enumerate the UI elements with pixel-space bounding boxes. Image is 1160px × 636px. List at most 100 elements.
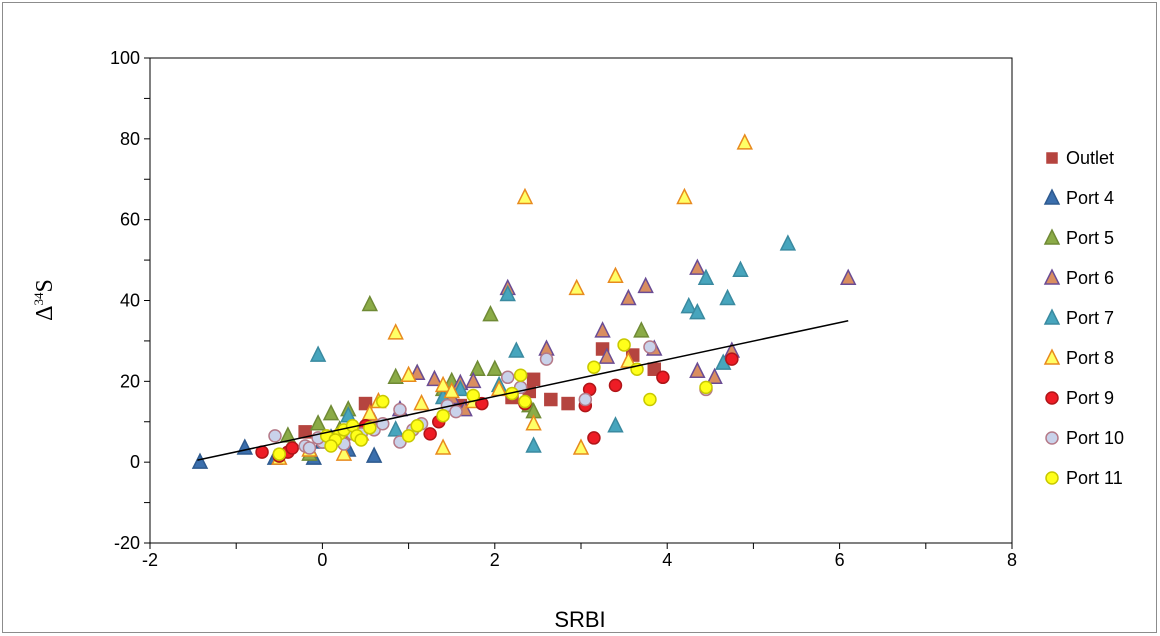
data-point <box>719 288 736 306</box>
data-point <box>607 416 624 433</box>
x-tick-label: 4 <box>662 550 672 570</box>
data-point <box>676 187 693 205</box>
data-point <box>409 363 426 380</box>
data-point <box>607 266 624 283</box>
data-point <box>486 359 504 376</box>
data-point <box>335 444 353 461</box>
data-point <box>525 436 542 453</box>
y-axis-title-sup: 34 <box>31 292 46 306</box>
x-tick-label: 8 <box>1007 550 1017 570</box>
data-point <box>324 439 338 453</box>
data-point <box>736 133 753 150</box>
data-point <box>413 393 430 411</box>
y-tick-label: 80 <box>120 129 140 149</box>
data-point <box>363 421 377 435</box>
data-point <box>268 429 282 443</box>
data-point <box>354 433 368 447</box>
data-point <box>361 294 379 312</box>
series-port-7 <box>309 234 797 453</box>
y-axis-title-prefix: Δ <box>32 305 58 320</box>
data-point <box>191 452 209 469</box>
legend-label: Port 9 <box>1066 388 1114 408</box>
data-point <box>279 426 297 443</box>
data-point <box>647 362 662 376</box>
x-axis-title: SRBI <box>554 607 605 632</box>
data-point <box>656 370 670 385</box>
legend-label: Port 8 <box>1066 348 1114 368</box>
data-point <box>449 404 463 419</box>
data-point <box>465 371 482 389</box>
data-point <box>452 379 469 397</box>
data-point <box>516 187 534 205</box>
legend-item: Port 10 <box>1045 428 1124 448</box>
legend-marker <box>1043 348 1061 365</box>
legend-label: Port 7 <box>1066 308 1114 328</box>
data-point <box>689 258 706 275</box>
data-point <box>840 268 857 286</box>
data-point <box>643 340 657 354</box>
data-point <box>608 378 623 393</box>
data-point <box>285 441 299 455</box>
data-point <box>387 367 404 385</box>
legend-marker <box>1046 152 1058 164</box>
y-tick-label: 40 <box>120 291 140 311</box>
data-point <box>637 276 654 294</box>
legend-item: Port 8 <box>1043 348 1114 368</box>
data-point <box>410 419 424 433</box>
data-point <box>697 268 715 286</box>
legend-item: Port 6 <box>1043 268 1114 288</box>
y-tick-label: 100 <box>110 48 140 68</box>
legend-marker <box>1045 431 1059 445</box>
data-point <box>309 345 327 362</box>
legend-label: Port 11 <box>1066 468 1123 488</box>
data-point <box>525 414 542 431</box>
legend-marker <box>1043 188 1061 205</box>
data-point <box>298 425 312 439</box>
data-point <box>578 392 593 407</box>
y-tick-label: 20 <box>120 371 140 391</box>
legend-label: Port 5 <box>1066 228 1114 248</box>
legend-label: Port 6 <box>1066 268 1114 288</box>
data-point <box>689 302 706 320</box>
data-point <box>375 394 390 409</box>
data-point <box>423 427 437 441</box>
data-point <box>706 367 723 385</box>
data-point <box>309 414 327 431</box>
x-tick-label: 2 <box>490 550 500 570</box>
data-point <box>699 380 713 395</box>
data-point <box>434 438 452 455</box>
legend-item: Port 9 <box>1045 388 1114 408</box>
legend-marker <box>1045 391 1059 405</box>
legend-label: Port 4 <box>1066 188 1114 208</box>
legend-item: Outlet <box>1046 148 1114 168</box>
y-tick-label: 60 <box>120 210 140 230</box>
data-point <box>302 441 317 455</box>
data-point <box>561 396 575 411</box>
legend-item: Port 4 <box>1043 188 1114 208</box>
legend-marker <box>1043 268 1061 285</box>
x-axis-ticks: -2 0 2 4 6 8 <box>142 543 1017 570</box>
data-point <box>361 403 379 421</box>
data-point <box>633 321 650 338</box>
data-point <box>426 369 443 387</box>
data-point <box>572 438 590 455</box>
data-point <box>358 396 373 411</box>
data-points <box>191 133 857 469</box>
y-axis-ticks: -20 0 20 40 60 80 100 <box>110 48 150 553</box>
legend-marker <box>1043 228 1061 245</box>
data-point <box>272 447 287 461</box>
data-point <box>513 368 528 383</box>
data-point <box>482 304 499 322</box>
data-point <box>443 381 460 399</box>
x-tick-label: 6 <box>835 550 845 570</box>
legend: Outlet Port 4 Port 5 Port 6 Port 7 Port 8 Port… <box>1043 148 1124 488</box>
y-tick-label: -20 <box>114 533 140 553</box>
legend-item: Port 5 <box>1043 228 1114 248</box>
data-point <box>387 420 404 437</box>
legend-marker <box>1045 471 1059 485</box>
plot-area <box>149 57 1013 544</box>
data-point <box>598 347 616 364</box>
data-point <box>400 365 417 383</box>
data-point <box>387 323 404 340</box>
